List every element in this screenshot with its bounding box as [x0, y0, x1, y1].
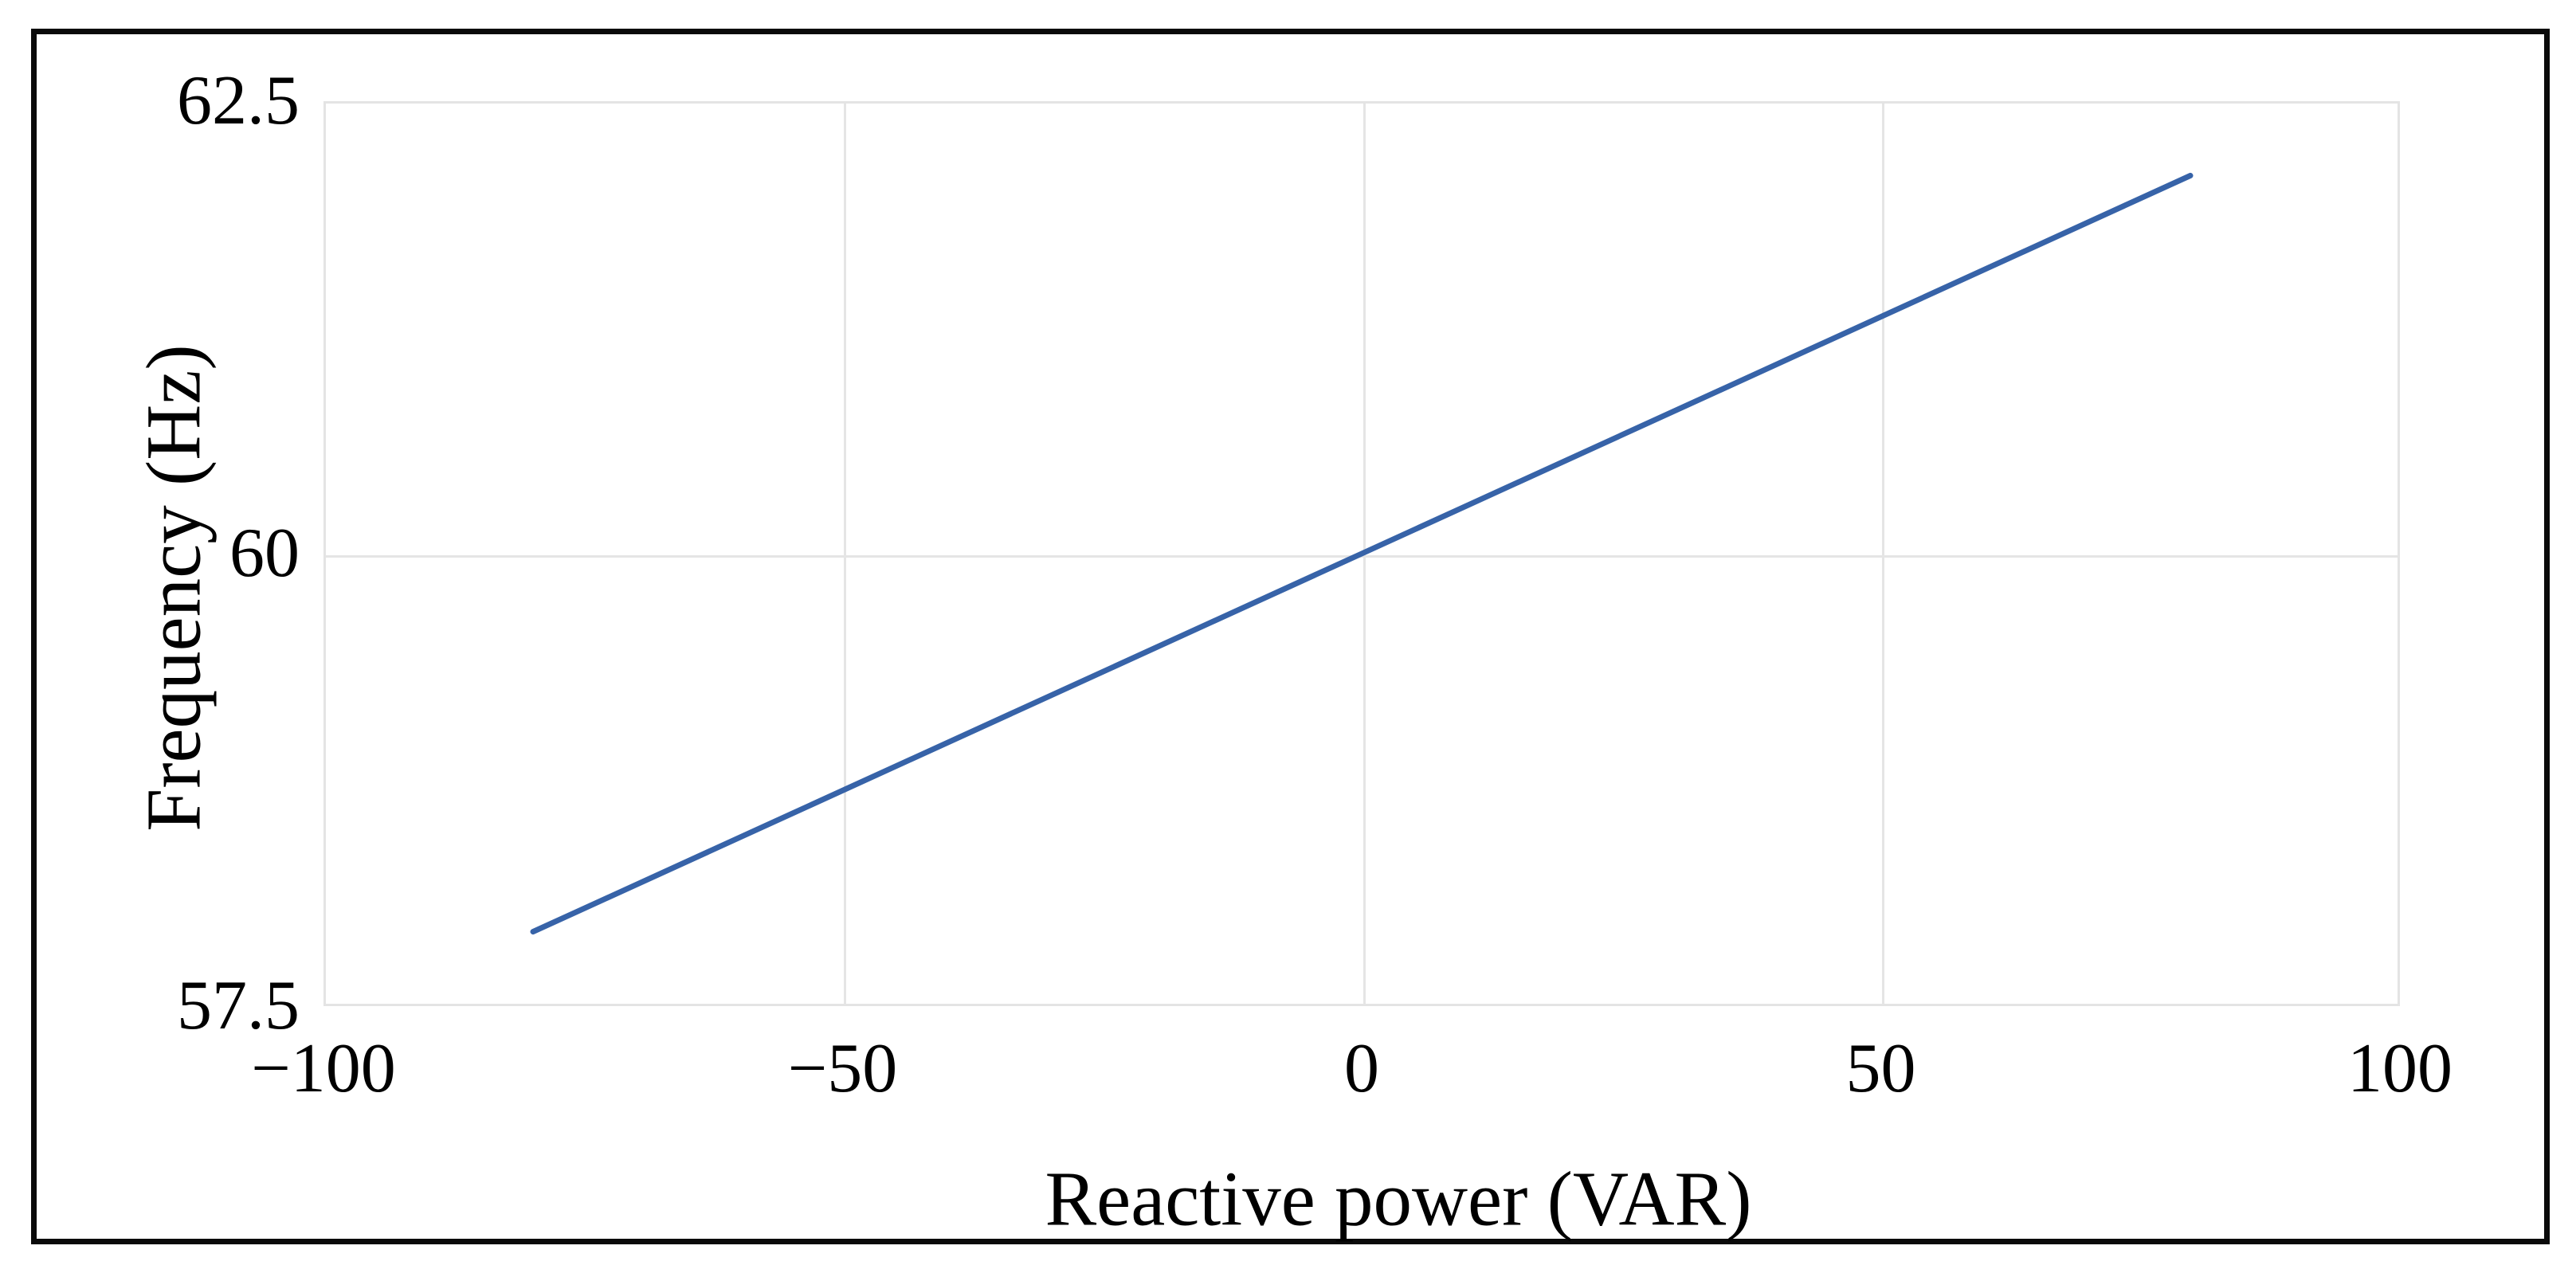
y-tick-label: 60	[229, 515, 300, 592]
vertical-gridline	[844, 104, 846, 1004]
series-line	[530, 172, 2194, 935]
x-tick-label: −50	[787, 1030, 898, 1107]
x-tick-label: −100	[251, 1030, 396, 1107]
x-tick-label: 50	[1845, 1030, 1916, 1107]
y-tick-label: 62.5	[177, 62, 300, 139]
vertical-gridline	[1882, 104, 1884, 1004]
plot-area	[323, 101, 2400, 1006]
y-tick-label: 57.5	[177, 967, 300, 1044]
x-tick-label: 100	[2347, 1030, 2452, 1107]
data-line-layer	[530, 172, 2194, 935]
x-axis-title: Reactive power (VAR)	[1045, 1156, 1752, 1242]
x-tick-label: 0	[1344, 1030, 1379, 1107]
